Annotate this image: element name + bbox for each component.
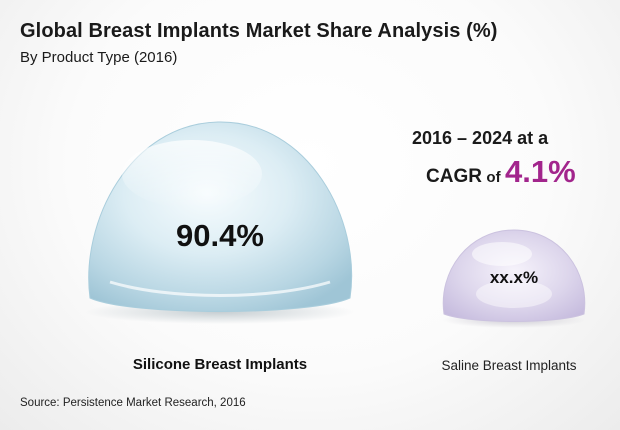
cagr-of-text: of xyxy=(486,169,501,186)
silicone-implant-graphic xyxy=(80,112,360,326)
cagr-value: 4.1% xyxy=(505,154,576,189)
cagr-label: CAGR xyxy=(426,166,482,187)
silicone-category-label: Silicone Breast Implants xyxy=(132,356,308,373)
cagr-line: CAGR of 4.1% xyxy=(426,154,576,190)
chart-title: Global Breast Implants Market Share Anal… xyxy=(20,20,498,42)
chart-subtitle: By Product Type (2016) xyxy=(20,49,178,66)
saline-implant-graphic xyxy=(438,224,590,330)
cagr-period-text: 2016 – 2024 at a xyxy=(412,128,549,148)
saline-share-label: xx.x% xyxy=(489,268,539,287)
source-note: Source: Persistence Market Research, 201… xyxy=(20,397,246,409)
silicone-share-label: 90.4% xyxy=(176,218,264,253)
saline-category-label: Saline Breast Implants xyxy=(441,358,577,373)
